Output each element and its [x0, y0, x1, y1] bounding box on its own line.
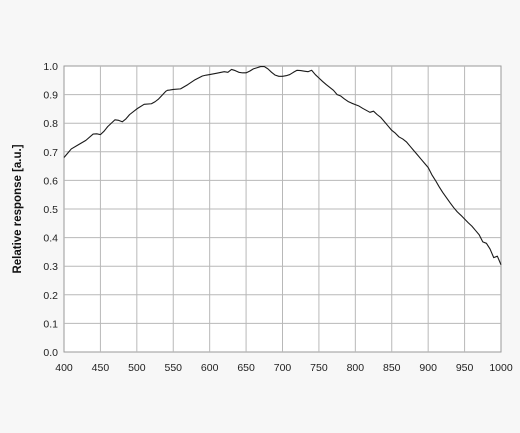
y-tick-label: 0.3 [43, 261, 58, 273]
x-tick-label: 400 [55, 362, 73, 374]
x-tick-label: 700 [274, 362, 292, 374]
x-tick-label: 550 [164, 362, 182, 374]
x-tick-label: 450 [92, 362, 110, 374]
y-axis-title: Relative response [a.u.] [12, 144, 24, 273]
series-layer [63, 66, 502, 265]
x-tick-label: 1000 [489, 362, 513, 374]
y-tick-label: 0.2 [43, 290, 58, 302]
y-tick-label: 0.6 [43, 175, 58, 187]
x-tick-label: 600 [201, 362, 219, 374]
series-line-0 [63, 66, 502, 265]
x-tick-label: 650 [237, 362, 255, 374]
x-axis: 400 450 500 550 600 650 700 750 800 850 900 950 1000 [55, 362, 513, 374]
y-tick-label: 0.9 [43, 90, 58, 102]
x-tick-label: 950 [456, 362, 474, 374]
y-tick-label: 0.4 [43, 233, 58, 245]
y-tick-label: 0.5 [43, 204, 58, 216]
y-tick-label: 1.0 [43, 61, 58, 73]
y-tick-label: 0.8 [43, 118, 58, 130]
y-tick-label: 0.0 [43, 347, 58, 359]
y-tick-label: 0.1 [43, 318, 58, 330]
x-tick-label: 500 [128, 362, 146, 374]
x-tick-label: 900 [419, 362, 437, 374]
x-tick-label: 750 [310, 362, 328, 374]
y-axis: 0.0 0.1 0.2 0.3 0.4 0.5 0.6 0.7 0.8 0.9 1.0 [43, 61, 58, 359]
x-tick-label: 850 [383, 362, 401, 374]
x-tick-label: 800 [347, 362, 365, 374]
grid [64, 66, 501, 352]
y-tick-label: 0.7 [43, 147, 58, 159]
